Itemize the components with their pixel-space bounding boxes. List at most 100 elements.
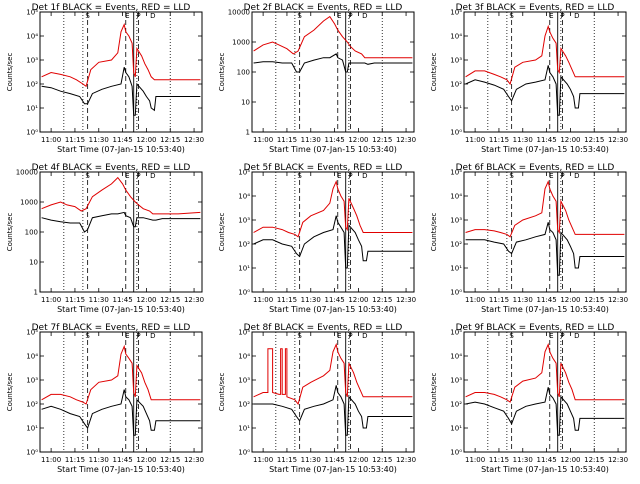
- y-tick-label: 10⁰: [450, 129, 462, 137]
- x-tick-label: 11:45: [536, 296, 556, 304]
- y-tick-label: 10⁵: [26, 329, 38, 337]
- marker-label-P: P: [136, 172, 140, 180]
- series-line-events: [41, 211, 201, 233]
- y-axis-label: Counts/sec: [6, 373, 14, 412]
- y-tick-label: 10⁵: [450, 169, 462, 177]
- panel-title: Det 1f BLACK = Events, RED = LLD: [32, 3, 191, 13]
- x-tick-label: 11:00: [465, 296, 485, 304]
- series-line-events: [465, 65, 625, 116]
- y-tick-label: 1: [34, 289, 38, 297]
- y-tick-label: 10⁰: [238, 449, 250, 457]
- y-tick-label: 10⁵: [450, 329, 462, 337]
- x-tick-label: 12:15: [584, 296, 604, 304]
- y-tick-label: 10000: [228, 9, 250, 17]
- x-tick-label: 12:00: [136, 136, 156, 144]
- marker-label-P: P: [560, 332, 564, 340]
- x-tick-label: 11:30: [513, 296, 533, 304]
- x-tick-label: 12:00: [136, 296, 156, 304]
- y-tick-label: 10⁴: [26, 33, 38, 41]
- x-tick-label: 12:15: [372, 136, 392, 144]
- x-tick-label: 12:15: [372, 456, 392, 464]
- y-tick-label: 10³: [450, 57, 462, 65]
- x-tick-label: 11:30: [89, 296, 109, 304]
- panel-title: Det 5f BLACK = Events, RED = LLD: [244, 163, 403, 173]
- x-tick-label: 12:30: [608, 136, 628, 144]
- y-tick-label: 10¹: [238, 425, 250, 433]
- x-tick-label: 11:00: [253, 456, 273, 464]
- x-axis-label: Start Time (07-Jan-15 10:53:40): [269, 145, 397, 154]
- plot-frame: [251, 171, 415, 293]
- y-tick-label: 10¹: [450, 265, 462, 273]
- y-tick-label: 10¹: [238, 265, 250, 273]
- series-line-lld: [465, 180, 625, 238]
- x-tick-label: 12:15: [584, 456, 604, 464]
- x-tick-label: 12:30: [608, 456, 628, 464]
- x-tick-label: 12:00: [348, 456, 368, 464]
- x-tick-label: 11:15: [277, 136, 297, 144]
- x-tick-label: 11:00: [41, 136, 61, 144]
- y-tick-label: 10⁴: [238, 193, 250, 201]
- x-tick-label: 11:15: [277, 456, 297, 464]
- marker-label-S: S: [509, 172, 514, 180]
- y-tick-label: 10⁴: [26, 353, 38, 361]
- x-tick-label: 12:00: [348, 136, 368, 144]
- x-tick-label: 11:15: [489, 456, 509, 464]
- y-tick-label: 10²: [26, 81, 38, 89]
- marker-label-P: P: [136, 12, 140, 20]
- x-tick-label: 12:00: [560, 136, 580, 144]
- y-tick-label: 1: [246, 129, 250, 137]
- marker-label-E: E: [125, 332, 129, 340]
- x-tick-label: 11:30: [301, 456, 321, 464]
- y-tick-label: 10⁴: [450, 353, 462, 361]
- marker-label-S: S: [297, 12, 302, 20]
- x-tick-label: 11:15: [65, 136, 85, 144]
- x-tick-label: 11:45: [536, 136, 556, 144]
- x-tick-label: 11:15: [489, 296, 509, 304]
- x-tick-label: 11:45: [324, 456, 344, 464]
- x-tick-label: 12:15: [372, 296, 392, 304]
- y-tick-label: 10¹: [26, 105, 38, 113]
- y-tick-label: 10⁰: [238, 289, 250, 297]
- y-axis-label: Counts/sec: [6, 213, 14, 252]
- marker-label-D: D: [150, 172, 155, 180]
- x-tick-label: 11:45: [112, 456, 132, 464]
- series-line-events: [253, 215, 413, 269]
- y-tick-label: 10²: [238, 241, 250, 249]
- series-line-lld: [253, 342, 413, 406]
- y-tick-label: 10³: [238, 217, 250, 225]
- x-axis-label: Start Time (07-Jan-15 10:53:40): [269, 465, 397, 474]
- y-tick-label: 10²: [450, 81, 462, 89]
- x-tick-label: 11:15: [65, 296, 85, 304]
- series-line-events: [465, 387, 625, 436]
- y-tick-label: 10: [241, 99, 250, 107]
- x-axis-label: Start Time (07-Jan-15 10:53:40): [269, 305, 397, 314]
- x-tick-label: 11:00: [465, 136, 485, 144]
- x-tick-label: 11:45: [324, 296, 344, 304]
- marker-label-S: S: [85, 332, 90, 340]
- panel-title: Det 3f BLACK = Events, RED = LLD: [456, 3, 615, 13]
- y-tick-label: 100: [25, 229, 38, 237]
- y-tick-label: 10⁴: [450, 193, 462, 201]
- x-axis-label: Start Time (07-Jan-15 10:53:40): [481, 145, 609, 154]
- marker-label-E: E: [549, 12, 553, 20]
- x-axis-label: Start Time (07-Jan-15 10:53:40): [57, 465, 185, 474]
- y-axis-label: Counts/sec: [430, 373, 438, 412]
- panel-title: Det 9f BLACK = Events, RED = LLD: [456, 323, 615, 333]
- y-tick-label: 10⁰: [26, 129, 38, 137]
- marker-label-D: D: [150, 332, 155, 340]
- y-tick-label: 100: [237, 69, 250, 77]
- plot-frame: [39, 11, 203, 133]
- x-tick-label: 12:15: [584, 136, 604, 144]
- y-tick-label: 10⁴: [238, 353, 250, 361]
- marker-label-E: E: [125, 12, 129, 20]
- y-tick-label: 10⁰: [450, 289, 462, 297]
- series-line-events: [465, 222, 625, 276]
- y-tick-label: 10: [29, 259, 38, 267]
- x-tick-label: 12:00: [560, 296, 580, 304]
